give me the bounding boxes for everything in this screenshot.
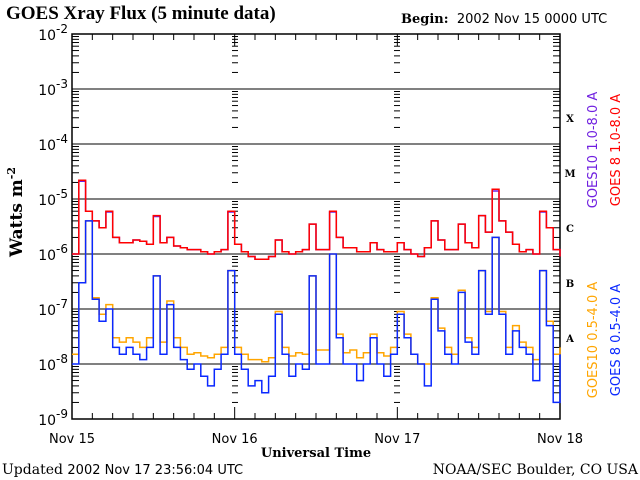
y-tick-label: 10-2 [38, 22, 68, 44]
y-tick-label: 10-9 [38, 407, 68, 429]
x-tick-label: Nov 18 [537, 432, 583, 447]
credit-text: NOAA/SEC Boulder, CO USA [432, 462, 638, 478]
series-line-goes-8-1-0-8-0-a [72, 179, 561, 261]
y-tick-label: 10-5 [38, 187, 68, 209]
updated-timestamp: Updated 2002 Nov 17 23:56:04 UTC [2, 462, 243, 479]
x-tick-label: Nov 16 [212, 432, 258, 447]
chart-title: GOES Xray Flux (5 minute data) [6, 3, 276, 24]
x-axis-label: Universal Time [261, 446, 371, 461]
updated-value: 2002 Nov 17 23:56:04 UTC [67, 463, 244, 478]
flare-class-label: M [564, 169, 575, 180]
begin-label: Begin: [401, 12, 449, 27]
flare-class-label: A [565, 334, 574, 345]
y-tick-label: 10-4 [38, 132, 68, 154]
legend-entry: GOES10 1.0-8.0 A [586, 92, 601, 209]
x-tick-label: Nov 15 [49, 432, 95, 447]
flare-class-label: C [566, 224, 574, 235]
y-axis-label: Watts m-2 [5, 167, 27, 258]
begin-timestamp: Begin: 2002 Nov 15 0000 UTC [401, 12, 607, 28]
flare-class-label: X [566, 114, 574, 125]
y-tick-label: 10-8 [38, 352, 68, 374]
y-tick-label: 10-7 [38, 297, 68, 319]
legend-entry: GOES 8 0.5-4.0 A [609, 284, 624, 396]
x-tick-label: Nov 17 [374, 432, 420, 447]
y-tick-label: 10-3 [38, 77, 68, 99]
flare-class-label: B [566, 279, 574, 290]
y-tick-label: 10-6 [38, 242, 68, 264]
legend-entry: GOES 8 1.0-8.0 A [609, 94, 624, 206]
updated-label: Updated [2, 462, 63, 478]
begin-value: 2002 Nov 15 0000 UTC [456, 12, 608, 27]
series-line-goes-8-0-5-4-0-a [72, 220, 561, 404]
legend-entry: GOES10 0.5-4.0 A [586, 282, 601, 399]
